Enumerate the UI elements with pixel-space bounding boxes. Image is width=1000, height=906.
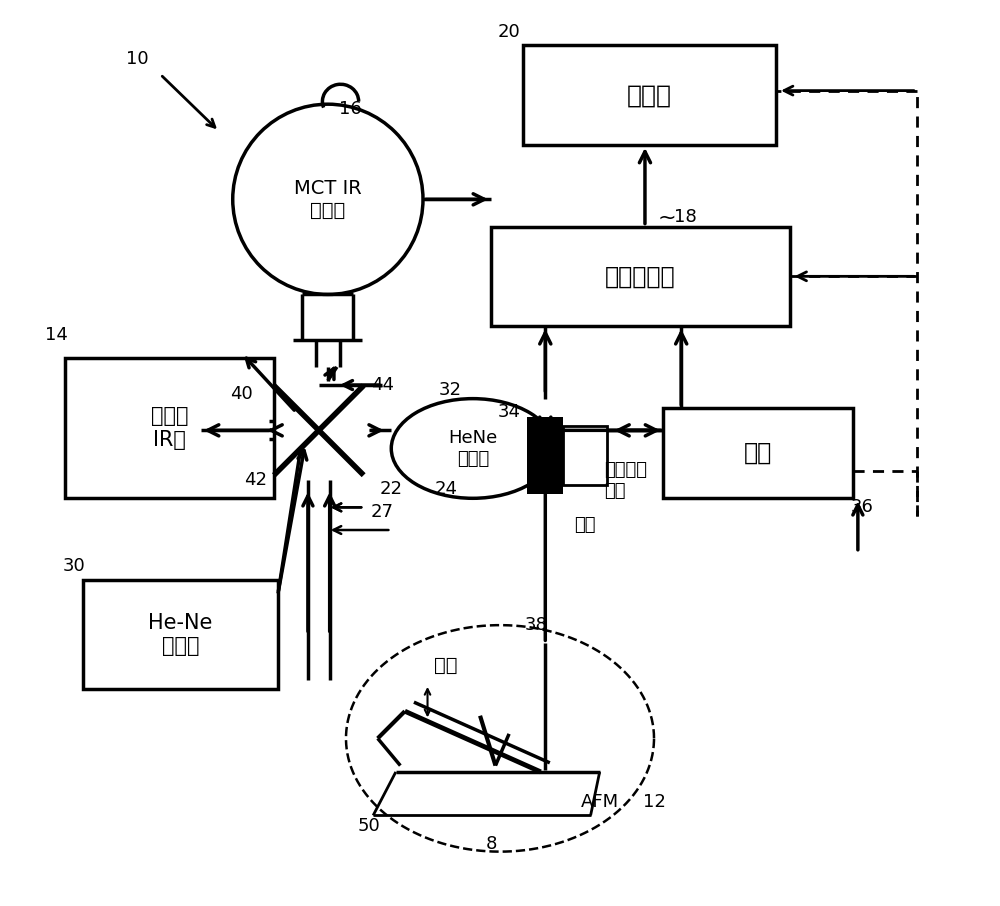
Text: HeNe
检测器: HeNe 检测器 — [448, 429, 497, 467]
FancyBboxPatch shape — [523, 45, 776, 145]
Text: AFM: AFM — [581, 793, 619, 811]
Text: 18: 18 — [674, 208, 697, 226]
Text: 22: 22 — [380, 480, 403, 498]
Text: 38: 38 — [525, 616, 548, 634]
Text: 压电: 压电 — [574, 516, 596, 535]
Text: 24: 24 — [434, 480, 457, 498]
Text: 锁定放大器: 锁定放大器 — [605, 265, 676, 288]
Text: 8: 8 — [485, 835, 497, 853]
Text: ~: ~ — [658, 207, 677, 227]
Text: 12: 12 — [643, 793, 665, 811]
Text: 42: 42 — [244, 471, 267, 489]
Text: 50: 50 — [357, 817, 380, 835]
Text: 32: 32 — [439, 381, 462, 399]
Text: 相位控制
零差: 相位控制 零差 — [604, 461, 647, 499]
FancyBboxPatch shape — [527, 417, 563, 494]
Text: 尖端: 尖端 — [434, 657, 457, 675]
FancyBboxPatch shape — [83, 580, 278, 689]
FancyBboxPatch shape — [491, 226, 790, 326]
FancyBboxPatch shape — [65, 358, 274, 498]
FancyBboxPatch shape — [663, 408, 853, 498]
Text: MCT IR
检测器: MCT IR 检测器 — [294, 178, 362, 220]
Text: 反馈: 反馈 — [744, 441, 772, 465]
Ellipse shape — [391, 399, 554, 498]
Text: 40: 40 — [230, 385, 253, 403]
Text: 16: 16 — [339, 100, 362, 118]
Text: 可调中
IR源: 可调中 IR源 — [151, 407, 188, 449]
Text: 44: 44 — [371, 376, 394, 394]
Text: 36: 36 — [851, 498, 874, 516]
Text: 10: 10 — [126, 50, 149, 68]
FancyBboxPatch shape — [563, 426, 607, 485]
Text: 20: 20 — [498, 23, 520, 41]
Text: He-Ne
激光器: He-Ne 激光器 — [148, 612, 213, 656]
Circle shape — [233, 104, 423, 294]
Text: 计算机: 计算机 — [627, 83, 672, 107]
Text: 30: 30 — [63, 557, 86, 575]
Text: 14: 14 — [45, 326, 67, 344]
Text: 27: 27 — [371, 503, 394, 521]
Text: 34: 34 — [498, 403, 521, 421]
